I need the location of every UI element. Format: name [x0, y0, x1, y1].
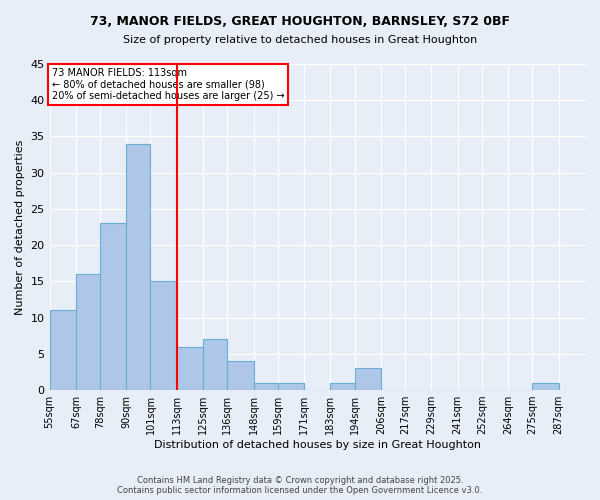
Y-axis label: Number of detached properties: Number of detached properties [15, 140, 25, 314]
Bar [532, 383, 559, 390]
Bar [278, 383, 304, 390]
Bar [331, 383, 355, 390]
Text: 73, MANOR FIELDS, GREAT HOUGHTON, BARNSLEY, S72 0BF: 73, MANOR FIELDS, GREAT HOUGHTON, BARNSL… [90, 15, 510, 28]
X-axis label: Distribution of detached houses by size in Great Houghton: Distribution of detached houses by size … [154, 440, 481, 450]
Bar [203, 340, 227, 390]
Bar [177, 346, 203, 390]
Text: 73 MANOR FIELDS: 113sqm
← 80% of detached houses are smaller (98)
20% of semi-de: 73 MANOR FIELDS: 113sqm ← 80% of detache… [52, 68, 284, 101]
Bar [127, 144, 151, 390]
Text: Contains HM Land Registry data © Crown copyright and database right 2025.
Contai: Contains HM Land Registry data © Crown c… [118, 476, 482, 495]
Bar [50, 310, 76, 390]
Bar [254, 383, 278, 390]
Bar [227, 361, 254, 390]
Bar [76, 274, 100, 390]
Text: Size of property relative to detached houses in Great Houghton: Size of property relative to detached ho… [123, 35, 477, 45]
Bar [355, 368, 381, 390]
Bar [151, 282, 177, 390]
Bar [100, 224, 127, 390]
